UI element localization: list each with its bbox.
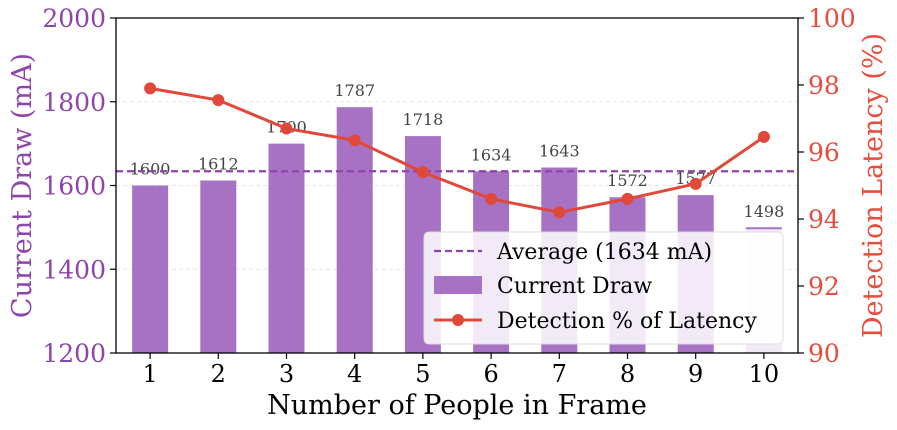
latency-point-7 [553,206,566,219]
right-tick-label: 92 [808,272,840,301]
latency-point-1 [144,82,157,95]
left-axis-title: Current Draw (mA) [7,53,38,318]
x-tick-label: 6 [483,360,498,388]
right-tick-label: 96 [808,138,840,167]
bar-value-label: 1634 [471,145,512,164]
bar-labels: 1600161217001787171816341643157215771498 [130,81,785,221]
latency-point-5 [416,166,429,179]
left-tick-label: 1400 [42,255,106,284]
x-tick-label: 8 [620,360,635,388]
bar-value-label: 1600 [130,160,171,179]
bar-value-label: 1718 [403,110,444,129]
right-tick-label: 100 [808,4,856,33]
legend: Average (1634 mA) Current Draw Detection %… [423,231,784,345]
bar-value-label: 1498 [744,202,785,221]
x-tick-label: 7 [552,360,567,388]
latency-point-3 [280,122,293,135]
latency-point-2 [212,94,225,107]
legend-box [423,231,784,345]
x-tick-label: 2 [211,360,226,388]
bar-value-label: 1643 [539,141,580,160]
latency-point-6 [485,192,498,205]
latency-point-10 [757,130,770,143]
left-tick-label: 2000 [42,4,106,33]
x-axis-title: Number of People in Frame [267,390,647,421]
right-tick-label: 94 [808,205,840,234]
latency-line-group [144,82,770,219]
latency-point-4 [348,134,361,147]
x-tick-label: 5 [415,360,430,388]
bar-1 [132,185,169,353]
bar-3 [268,143,305,353]
bar-value-label: 1612 [198,154,239,173]
legend-average-label: Average (1634 mA) [496,240,712,265]
right-axis-title: Detection Latency (%) [858,33,889,338]
left-tick-label: 1800 [42,88,106,117]
legend-line-marker [452,314,464,326]
bar-2 [200,180,237,353]
bar-4 [336,107,373,353]
x-tick-label: 9 [688,360,703,388]
latency-point-8 [621,192,634,205]
x-tick-label: 10 [749,360,780,388]
legend-line-label: Detection % of Latency [497,309,757,334]
left-tick-label: 1600 [42,172,106,201]
bar-value-label: 1787 [334,81,375,100]
latency-line [149,86,765,214]
x-tick-label: 3 [279,360,294,388]
legend-bar-swatch [434,276,482,294]
x-tick-label: 1 [142,360,157,388]
legend-bar-label: Current Draw [497,274,652,299]
latency-point-9 [689,177,702,190]
right-tick-label: 98 [808,71,840,100]
left-tick-label: 1200 [42,339,106,368]
x-tick-label: 4 [347,360,362,388]
bar-value-label: 1572 [607,171,648,190]
right-tick-label: 90 [808,339,840,368]
